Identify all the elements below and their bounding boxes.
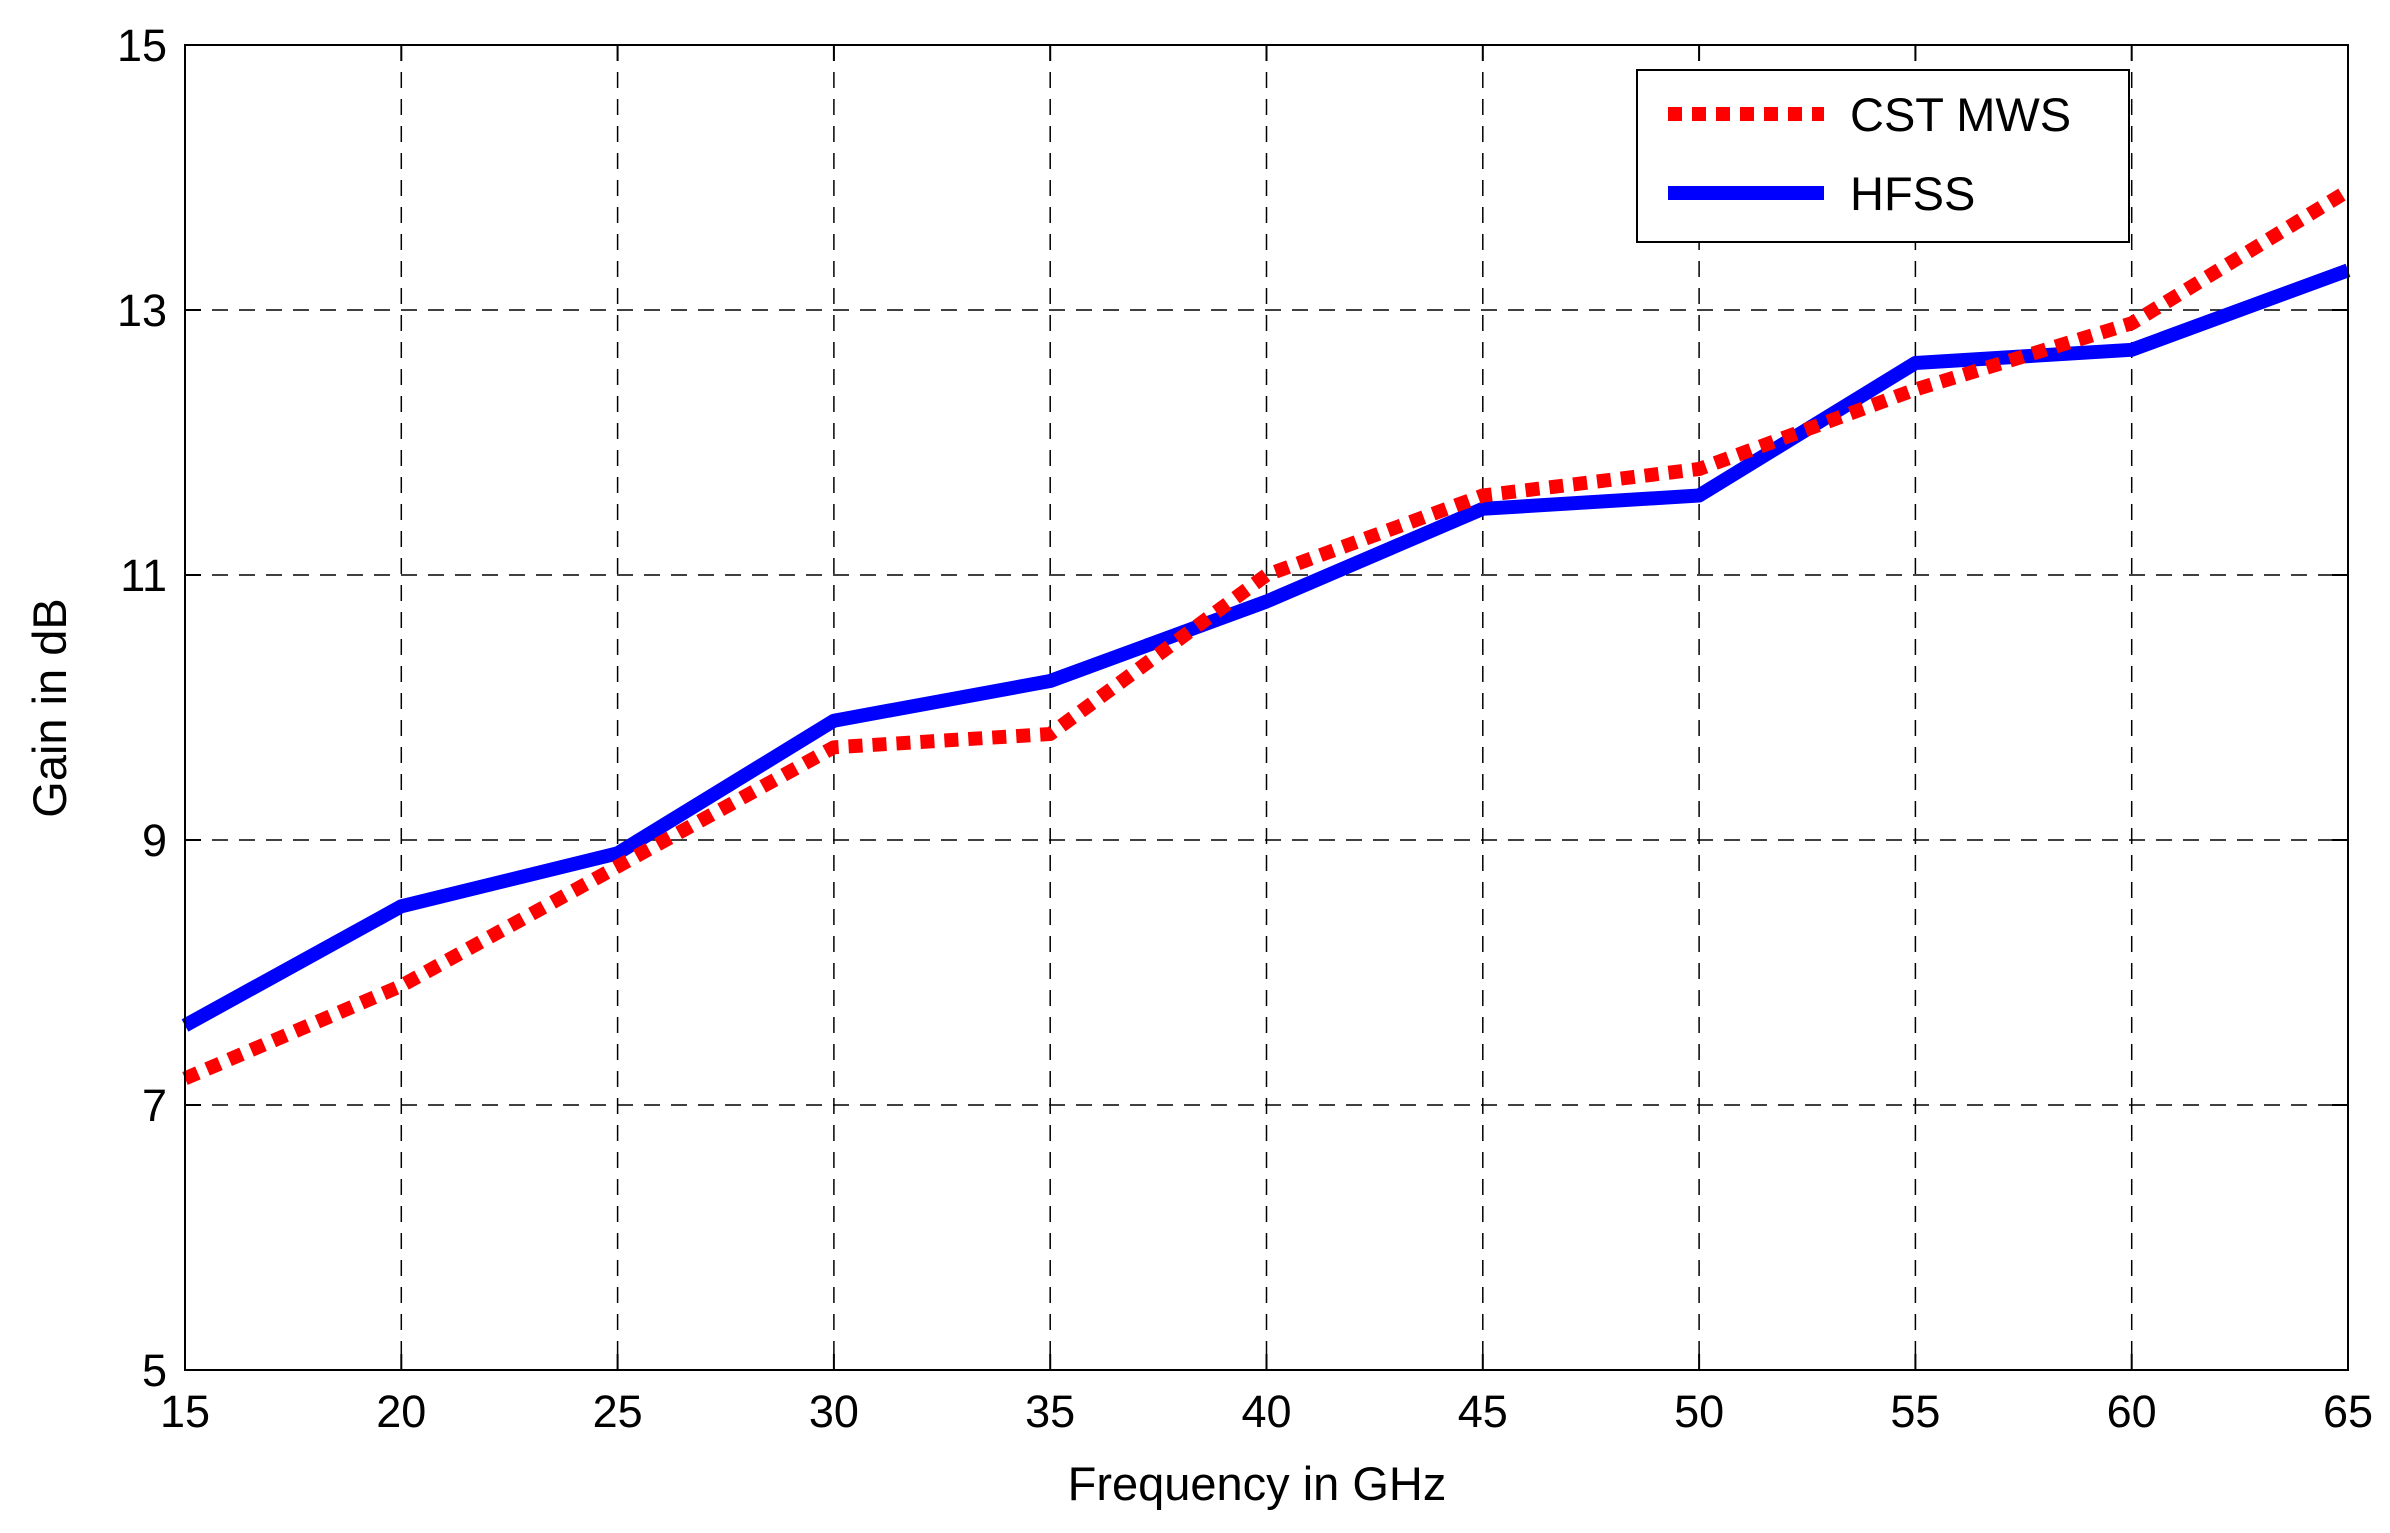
x-tick-label-60: 60 — [2107, 1386, 2157, 1437]
y-tick-label-11: 11 — [120, 550, 167, 601]
x-tick-label-30: 30 — [809, 1386, 859, 1437]
y-tick-labels: 5 7 9 11 13 15 — [117, 20, 167, 1396]
grid-lines — [185, 45, 2348, 1370]
x-tick-label-35: 35 — [1025, 1386, 1075, 1437]
y-tick-label-5: 5 — [142, 1345, 167, 1396]
legend: CST MWS HFSS — [1636, 69, 2130, 243]
series-layer — [181, 184, 2352, 1085]
legend-label-cst-mws: CST MWS — [1850, 88, 2071, 141]
y-tick-label-9: 9 — [142, 815, 167, 866]
x-tick-label-65: 65 — [2323, 1386, 2373, 1437]
x-tick-labels: 15 20 25 30 35 40 45 50 55 60 65 — [160, 1386, 2373, 1437]
x-tick-label-40: 40 — [1241, 1386, 1291, 1437]
series-line-cst-mws — [182, 184, 2352, 1085]
x-tick-label-45: 45 — [1458, 1386, 1508, 1437]
x-tick-label-55: 55 — [1890, 1386, 1940, 1437]
legend-box — [1636, 69, 2130, 243]
x-tick-label-20: 20 — [376, 1386, 426, 1437]
legend-label-hfss: HFSS — [1850, 167, 1975, 220]
y-tick-label-15: 15 — [117, 20, 167, 71]
y-tick-label-7: 7 — [142, 1080, 167, 1131]
x-tick-label-50: 50 — [1674, 1386, 1724, 1437]
axis-ticks — [184, 44, 2349, 1371]
x-tick-label-25: 25 — [593, 1386, 643, 1437]
x-axis-title: Frequency in GHz — [1068, 1457, 1447, 1510]
y-axis-title: Gain in dB — [23, 598, 76, 817]
x-tick-label-15: 15 — [160, 1386, 210, 1437]
y-tick-label-13: 13 — [117, 285, 167, 336]
series-line-hfss — [181, 263, 2351, 1032]
